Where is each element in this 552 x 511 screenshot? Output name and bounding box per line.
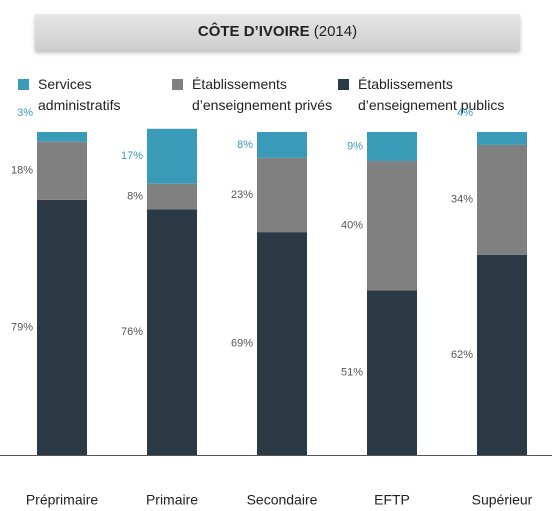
legend-swatch (338, 79, 349, 90)
legend-swatch (18, 79, 29, 90)
bar-segment (257, 132, 307, 158)
value-label: 8% (237, 139, 253, 151)
x-tick-label: Primaire (146, 492, 198, 508)
bar-segment (147, 183, 197, 210)
bar-segment (37, 141, 87, 200)
bar-segment (477, 254, 527, 455)
legend-label: Établissements d’enseignement publics (358, 76, 505, 113)
value-label: 4% (457, 107, 473, 119)
legend-item: Services administratifs (18, 74, 133, 116)
legend-item: Établissements d’enseignement publics (338, 74, 533, 116)
bar-segment (367, 290, 417, 455)
value-label: 51% (341, 367, 363, 379)
x-tick-label: Préprimaire (26, 492, 99, 508)
value-label: 62% (451, 349, 473, 361)
value-label: 34% (451, 194, 473, 206)
bar-segment (367, 161, 417, 291)
chart-subtitle: (2014) (313, 23, 358, 40)
value-label: 17% (121, 150, 143, 162)
x-tick-label: Supérieur (472, 492, 533, 508)
value-label: 69% (231, 337, 253, 349)
bar-segment (367, 132, 417, 162)
bar-segment (257, 157, 307, 233)
value-label: 9% (347, 140, 363, 152)
value-label: 8% (127, 191, 143, 203)
value-label: 79% (11, 321, 33, 333)
bar-segment (477, 144, 527, 255)
value-label: 23% (231, 189, 253, 201)
value-label: 76% (121, 326, 143, 338)
legend-label: Services administratifs (38, 76, 121, 113)
legend-label: Établissements d’enseignement privés (192, 76, 333, 113)
title-banner: CÔTE D’IVOIRE (2014) (35, 14, 520, 50)
bar-segment (477, 132, 527, 145)
value-label: 40% (341, 220, 363, 232)
legend-item: Établissements d’enseignement privés (172, 74, 352, 116)
bar-segment (147, 128, 197, 184)
bar-segment (37, 199, 87, 455)
legend-swatch (172, 79, 183, 90)
bar-segment (147, 209, 197, 455)
value-label: 3% (17, 107, 33, 119)
x-tick-label: Secondaire (247, 492, 318, 508)
bar-segment (37, 132, 87, 142)
x-tick-label: EFTP (374, 492, 410, 508)
bar-segment (257, 232, 307, 455)
value-label: 18% (11, 165, 33, 177)
chart-title: CÔTE D’IVOIRE (197, 23, 310, 40)
